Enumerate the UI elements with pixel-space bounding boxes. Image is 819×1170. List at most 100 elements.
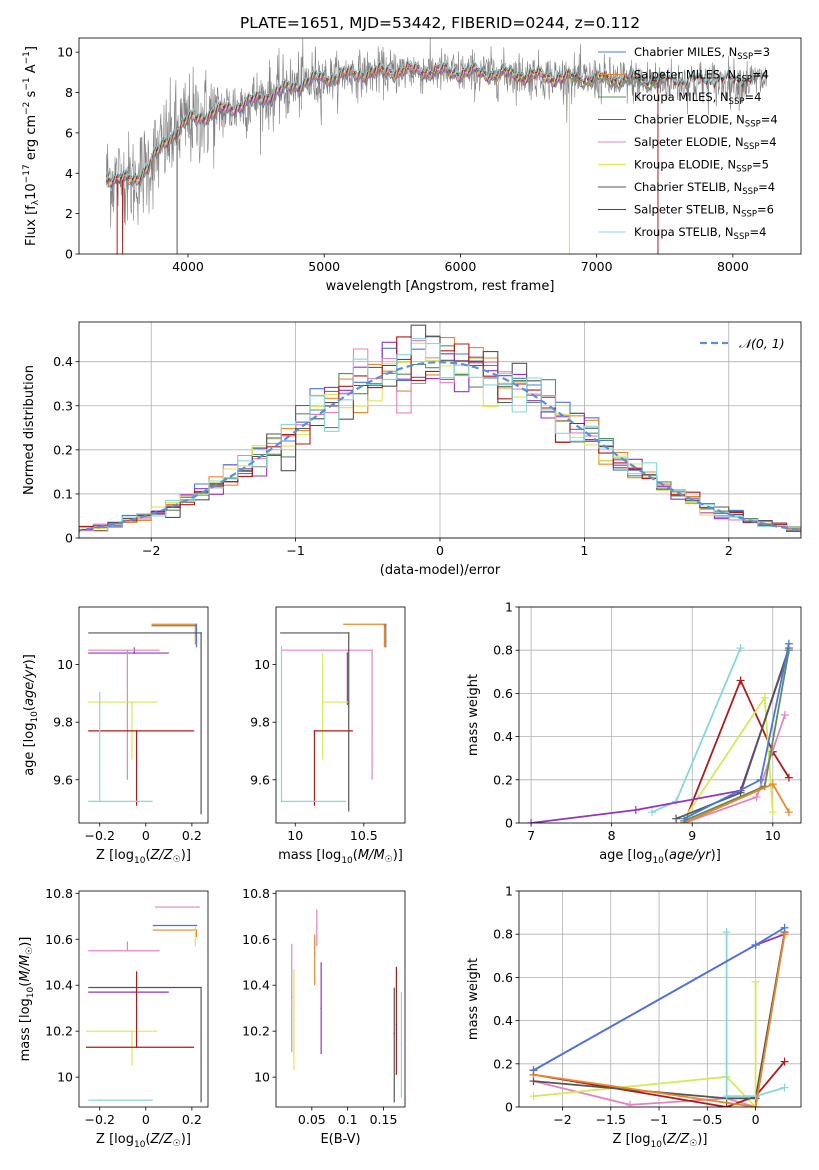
- errorbar-point: [88, 649, 160, 780]
- y-tick-label: 0: [505, 1100, 513, 1115]
- weight-marker: [780, 711, 789, 719]
- errorbar-marker: [135, 1046, 138, 1049]
- y-tick-label: 10.2: [242, 1024, 270, 1039]
- y-tick-label: 1: [505, 884, 513, 899]
- weight-marker: [647, 808, 656, 817]
- weight-marker: [631, 806, 640, 815]
- weight-line: [533, 934, 786, 1107]
- figure-title: PLATE=1651, MJD=53442, FIBERID=0244, z=0…: [240, 14, 640, 32]
- errorbar-point: [85, 971, 195, 1049]
- weight-marker: [768, 808, 777, 817]
- errorbar-marker: [131, 1030, 133, 1032]
- errorbar-point: [316, 909, 318, 947]
- errorbar-point: [152, 924, 198, 927]
- x-tick-label: 8000: [717, 259, 749, 274]
- y-tick-label: 10.4: [45, 978, 73, 993]
- panel-spectrum: 4000 5000 6000 7000 8000 0 2 4 6 8 10 wavelength [A…: [22, 37, 802, 294]
- weight-marker: [751, 941, 760, 949]
- legend-label: Kroupa STELIB, NSSP=4: [634, 225, 766, 242]
- y-tick-label: 10.6: [242, 932, 270, 947]
- errorbar-marker: [126, 649, 129, 651]
- errorbar-point: [290, 943, 293, 1052]
- errorbar-point: [395, 966, 398, 1075]
- x-tick-label: −2: [553, 1112, 571, 1127]
- plot-area: [280, 623, 387, 812]
- y-tick-label: 10: [254, 1070, 270, 1085]
- legend-label: Kroupa ELODIE, NSSP=5: [634, 158, 769, 175]
- errorbar-point: [313, 934, 316, 986]
- plot-area: [85, 906, 202, 1103]
- y-axis-label: Normed distribution: [22, 365, 37, 495]
- x-tick-label: 8: [608, 828, 616, 843]
- y-axis-label: mass weight: [466, 958, 481, 1040]
- errorbar-marker: [194, 926, 197, 929]
- residual-histogram-step: [79, 338, 801, 533]
- weight-marker: [752, 793, 761, 802]
- weight-marker: [784, 639, 793, 648]
- errorbar-point: [321, 653, 351, 760]
- legend-hist: 𝒩(0, 1): [700, 336, 785, 351]
- x-tick-label: 0: [142, 1112, 150, 1127]
- y-tick-label: 9.6: [53, 772, 73, 787]
- errorbar-point: [85, 1030, 158, 1066]
- y-tick-label: 0.3: [53, 398, 73, 413]
- legend-label: 𝒩(0, 1): [739, 336, 785, 351]
- y-tick-label: 0.2: [53, 442, 73, 457]
- y-tick-label: 9.8: [250, 715, 270, 730]
- legend-label: Kroupa MILES, NSSP=4: [634, 90, 761, 107]
- errorbar-point: [293, 969, 295, 1071]
- errorbar-marker: [393, 1032, 396, 1035]
- errorbar-point: [88, 941, 160, 952]
- x-tick-label: 10: [765, 828, 781, 843]
- y-tick-label: 10.6: [45, 932, 73, 947]
- y-tick-label: 10.8: [45, 886, 73, 901]
- weight-marker: [722, 1092, 731, 1101]
- x-tick-label: 0.05: [298, 1112, 326, 1127]
- y-tick-label: 8: [65, 85, 73, 100]
- errorbar-marker: [126, 949, 129, 952]
- y-tick-label: 10.8: [242, 886, 270, 901]
- x-tick-label: 2: [725, 543, 733, 558]
- errorbar-marker: [316, 926, 318, 929]
- x-tick-label: 0.2: [182, 828, 202, 843]
- errorbar-marker: [135, 730, 138, 732]
- errorbar-point: [343, 623, 386, 648]
- y-tick-label: 0.6: [493, 970, 513, 985]
- weight-marker: [760, 693, 769, 702]
- ticks: 4000 5000 6000 7000 8000 0 2 4 6 8 10: [57, 45, 749, 274]
- x-tick-label: 0.2: [182, 1112, 202, 1127]
- model-spectrum-line: [105, 64, 570, 189]
- errorbar-point: [346, 652, 349, 705]
- legend-label: Salpeter ELODIE, NSSP=4: [634, 135, 777, 152]
- y-tick-label: 4: [65, 166, 73, 181]
- y-axis-label: Flux [fλ10−17 erg cm−2 s−1 A−1]: [22, 46, 41, 246]
- y-tick-label: 0: [505, 816, 513, 831]
- x-tick-label: 5000: [308, 259, 340, 274]
- errorbar-marker: [194, 624, 197, 627]
- errorbar-marker: [98, 1099, 101, 1101]
- x-tick-label: 0: [752, 1112, 760, 1127]
- x-tick-label: 0.15: [370, 1112, 398, 1127]
- errorbar-marker: [195, 929, 198, 931]
- axes-frame: [78, 890, 209, 1108]
- panel-weight-vs-age: 7 8 9 10 0 0.2 0.4 0.6 0.8 1 age [log10(age/yr)] ma…: [466, 600, 802, 866]
- errorbar-marker: [313, 952, 316, 954]
- panel-age-vs-Z: −0.2 0 0.2 9.6 9.8 10 Z [log10(Z/Z☉)] age [log1…: [22, 606, 209, 866]
- weight-marker: [626, 1100, 635, 1107]
- weight-marker: [780, 1083, 789, 1092]
- x-axis-label: E(B-V): [320, 1132, 360, 1147]
- errorbar-marker: [197, 906, 200, 908]
- errorbar-marker: [195, 924, 198, 927]
- y-tick-label: 0: [65, 531, 73, 546]
- x-tick-label: −0.2: [85, 828, 115, 843]
- legend-label: Chabrier ELODIE, NSSP=4: [634, 113, 778, 130]
- errorbar-marker: [200, 986, 202, 989]
- axes-frame: [275, 890, 406, 1108]
- axes-frame: [518, 890, 802, 1108]
- y-tick-label: 0.2: [493, 772, 513, 787]
- legend-label: Salpeter STELIB, NSSP=6: [634, 203, 774, 220]
- x-tick-label: 4000: [172, 259, 204, 274]
- errorbar-point: [320, 962, 322, 1055]
- model-spectrum-line: [105, 65, 665, 189]
